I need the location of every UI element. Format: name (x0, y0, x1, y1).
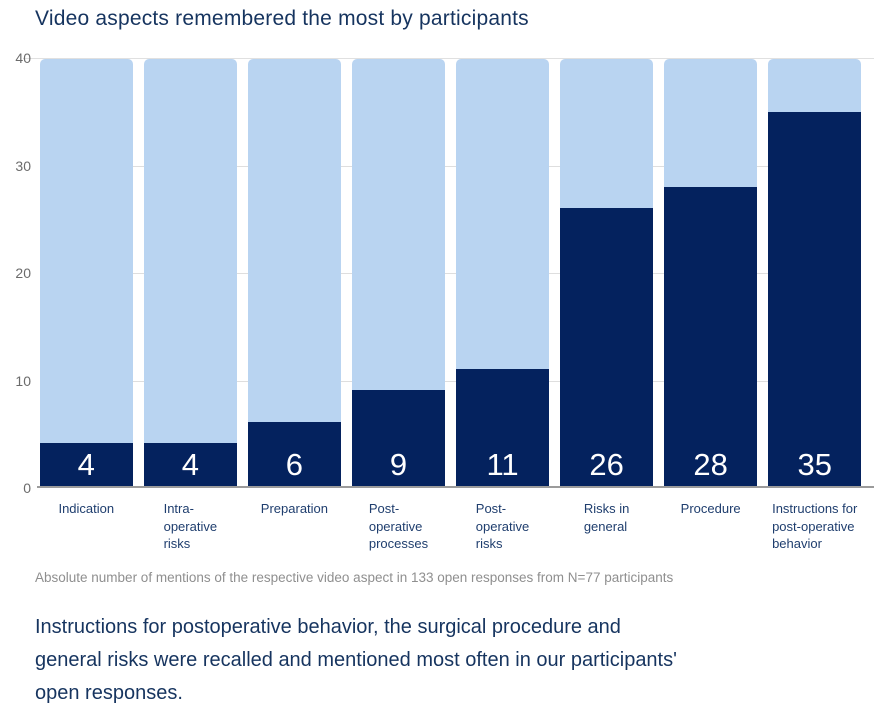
bar-fill (352, 389, 445, 486)
bar-fill (768, 112, 861, 486)
gridline (40, 380, 861, 382)
gridline (40, 273, 861, 274)
bar-value-label: 11 (486, 447, 519, 482)
x-label: Indication (58, 501, 115, 516)
plot-area: 0 10 20 30 40 4 4 6 9 11 26 28 35 (0, 50, 874, 496)
y-tick-label: 0 (23, 480, 31, 496)
x-label-cell: Indication (40, 500, 133, 553)
x-label: Intra- operative risks (163, 501, 218, 551)
bar-3: 6 (248, 59, 341, 486)
x-label: Procedure (680, 501, 741, 516)
bar-8: 35 (768, 59, 861, 486)
bar-value-label: 4 (181, 447, 199, 482)
bar-2: 4 (144, 59, 237, 486)
x-label-cell: Instructions for post-operative behavior (768, 500, 861, 553)
x-axis-labels: Indication Intra- operative risks Preparat… (40, 500, 861, 553)
x-label-cell: Procedure (664, 500, 757, 553)
x-label: Post- operative processes (368, 501, 429, 551)
bar-1: 4 (40, 59, 133, 486)
bar-fill (144, 443, 237, 486)
bar-7: 28 (664, 59, 757, 486)
bar-value-label: 28 (693, 447, 728, 482)
y-tick-label: 30 (15, 157, 31, 174)
bar-fill (248, 421, 341, 486)
bar-4: 9 (352, 59, 445, 486)
bar-fill (456, 368, 549, 486)
gridline (40, 165, 861, 167)
y-tick-label: 40 (15, 50, 31, 66)
bar-value-label: 26 (589, 447, 624, 482)
x-label-cell: Intra- operative risks (144, 500, 237, 553)
x-label: Instructions for post-operative behavior (772, 501, 858, 551)
x-label-cell: Post- operative risks (456, 500, 549, 553)
chart-caption: Instructions for postoperative behavior,… (35, 616, 677, 704)
x-label-cell: Risks in general (560, 500, 653, 553)
y-axis: 0 10 20 30 40 (0, 50, 31, 496)
bar-value-label: 6 (285, 447, 304, 482)
x-label: Preparation (260, 501, 329, 516)
bar-fill (560, 208, 653, 486)
bar-5: 11 (456, 59, 549, 486)
bar-fill (664, 187, 757, 486)
gridline-top (23, 58, 874, 59)
x-label-cell: Post- operative processes (352, 500, 445, 553)
bar-6: 26 (560, 59, 653, 486)
bar-fill (40, 443, 133, 486)
bar-value-label: 4 (77, 447, 95, 482)
bars: 4 4 6 9 11 26 28 35 (40, 59, 861, 486)
x-label: Post- operative risks (475, 501, 530, 551)
x-axis-line (37, 486, 874, 488)
y-tick-label: 20 (15, 265, 31, 281)
y-tick-label: 10 (15, 372, 31, 389)
x-label-cell: Preparation (248, 500, 341, 553)
bar-value-label: 35 (797, 447, 832, 482)
x-label: Risks in general (583, 501, 630, 534)
chart-title: Video aspects remembered the most by par… (35, 7, 529, 30)
chart-footnote: Absolute number of mentions of the respe… (35, 570, 674, 585)
bar-value-label: 9 (389, 447, 408, 482)
